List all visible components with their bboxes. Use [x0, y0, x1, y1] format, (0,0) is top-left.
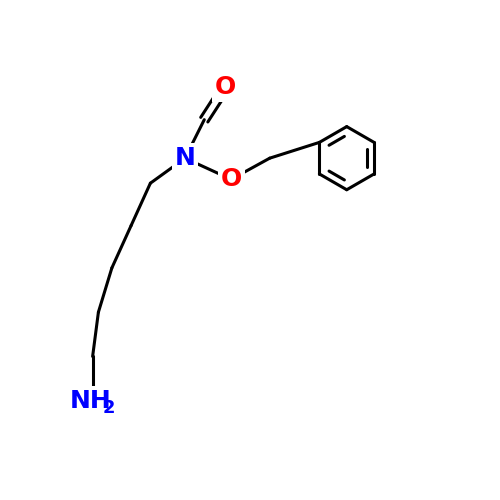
- Text: N: N: [174, 146, 196, 170]
- Text: 2: 2: [102, 398, 115, 416]
- Text: O: O: [215, 75, 236, 99]
- Text: O: O: [220, 168, 242, 192]
- Text: NH: NH: [70, 388, 112, 412]
